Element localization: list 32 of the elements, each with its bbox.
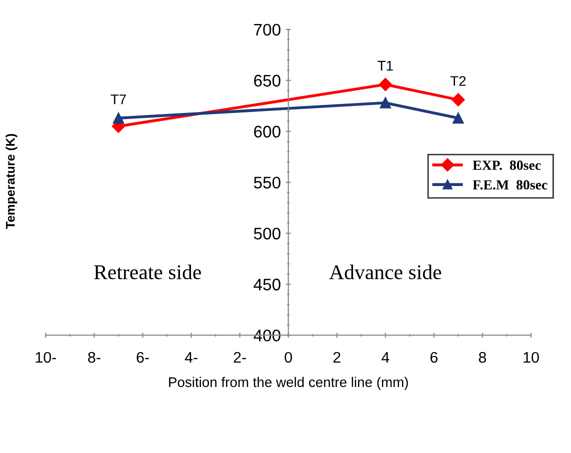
y-tick-label: 400 [254, 330, 280, 342]
x-tick-label: 10- [36, 352, 56, 363]
y-axis-title: Temperature (K) [6, 134, 18, 229]
x-tick-label: 2- [234, 352, 246, 363]
x-axis-title: Position from the weld centre line (mm) [169, 376, 408, 390]
x-tick-label: 6- [136, 352, 149, 363]
annotation: T2 [450, 76, 466, 86]
y-tick-label: 450 [254, 278, 280, 290]
annotation: Retreate side [94, 264, 201, 280]
point [452, 93, 465, 106]
x-tick-label: 10 [524, 352, 539, 363]
legend-label: EXP. 80sec [472, 160, 541, 170]
point [380, 97, 391, 108]
x-tick-label: 2 [333, 352, 340, 363]
x-tick-label: 0 [284, 352, 292, 363]
y-tick-label: 600 [254, 126, 280, 138]
y-tick-label: 550 [254, 176, 280, 189]
annotation: Advance side [329, 264, 442, 280]
y-tick-label: 500 [254, 228, 280, 240]
y-tick-label: 650 [254, 74, 280, 87]
legend-label: F.E.M 80sec [472, 180, 548, 190]
point [112, 112, 124, 124]
x-tick-label: 4- [184, 352, 198, 363]
x-tick-label: 8 [478, 352, 486, 363]
x-tick-label: 6 [430, 352, 438, 363]
annotation: T7 [110, 94, 126, 104]
x-tick-label: 8- [88, 352, 100, 363]
x-tick-label: 4 [382, 352, 390, 363]
annotation: T1 [378, 60, 393, 70]
y-tick-label: 700 [254, 24, 280, 36]
point [452, 112, 464, 124]
point [378, 78, 392, 92]
